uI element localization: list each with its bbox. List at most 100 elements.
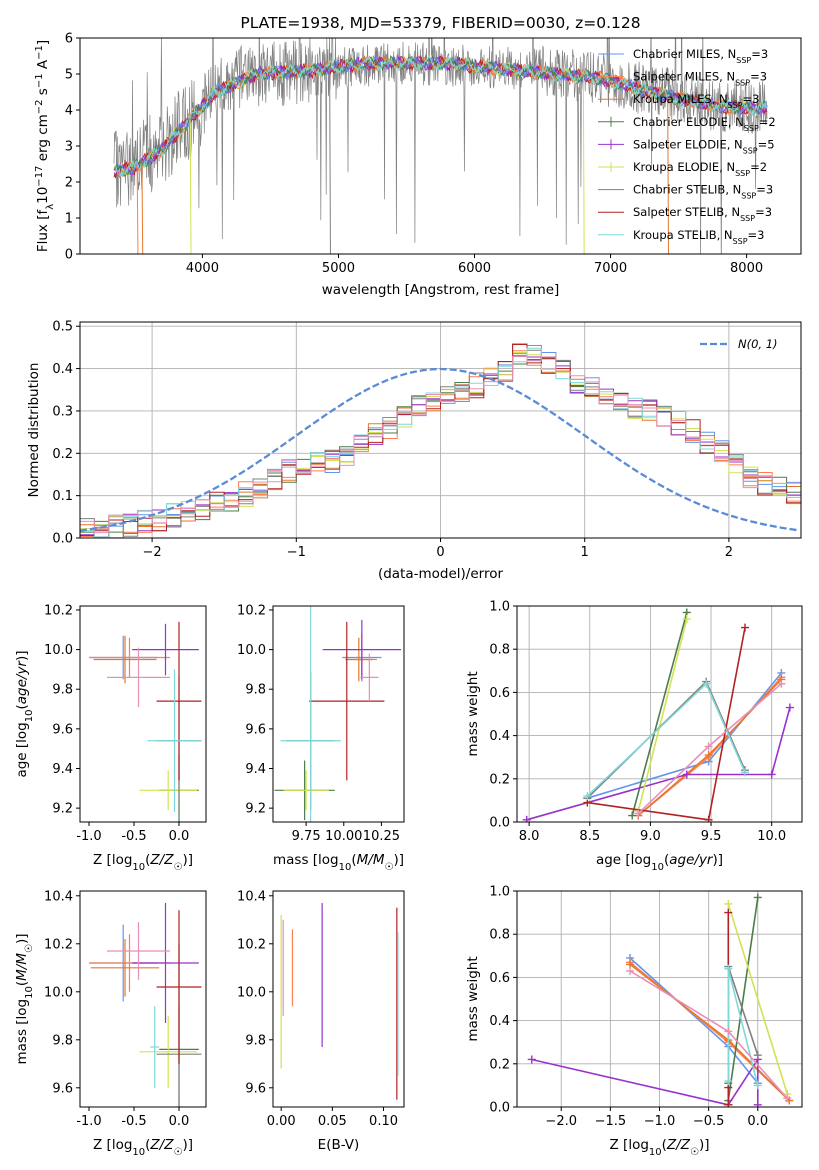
legend-label: Chabrier STELIB, NSSP=3 [633, 183, 773, 201]
histogram-step [80, 355, 801, 534]
legend-label: Chabrier MILES, NSSP=3 [633, 47, 768, 65]
axes-frame [516, 890, 803, 1108]
plus-marker [522, 815, 531, 822]
y-tick-label: 10.0 [237, 643, 266, 658]
spectrum-title: PLATE=1938, MJD=53379, FIBERID=0030, z=0… [240, 14, 640, 32]
spectrum-ylabel: Flux [fλ10−17 erg cm−2 s−1 A−1] [34, 40, 56, 252]
mass-weight-line [526, 707, 791, 821]
massweight-vs-metallicity-panel: −2.0 −1.5 −1.0 −0.5 0.0 0.0 0.2 0.4 0.6 0.8 1.0 Z [… [465, 885, 803, 1158]
mass-weight-line [631, 612, 688, 816]
spectrum-panel: 4000 5000 6000 7000 8000 0 1 2 3 4 5 6 PLATE=1938, M… [34, 14, 802, 298]
plus-marker [527, 1055, 536, 1064]
y-tick-label: 0.1 [52, 489, 73, 504]
x-tick-label: 1 [581, 545, 589, 560]
x-tick-label: −1.5 [595, 1114, 627, 1129]
spectrum-gap [329, 67, 331, 254]
legend-label: Chabrier ELODIE, NSSP=2 [633, 115, 776, 133]
legend-label: Kroupa MILES, NSSP=3 [633, 92, 759, 110]
y-tick-label: 9.6 [245, 1081, 266, 1096]
y-tick-label: 0.2 [489, 1057, 510, 1072]
axes-frame [272, 890, 405, 1108]
ylabel: mass weight [465, 956, 481, 1041]
plus-marker [704, 742, 713, 751]
spectrum-gap [141, 162, 144, 254]
x-tick-label: 8000 [730, 261, 763, 276]
y-tick-label: 0.5 [52, 320, 73, 335]
y-tick-label: 5 [65, 68, 73, 83]
massweight-vs-age-panel: 8.0 8.5 9.0 9.5 10.0 0.0 0.2 0.4 0.6 0.8 1.0 age [l… [465, 600, 803, 873]
y-tick-label: 9.8 [245, 683, 266, 698]
plus-marker [682, 770, 691, 779]
y-tick-label: 9.8 [245, 1033, 266, 1048]
x-tick-label: 9.0 [640, 829, 661, 844]
plot-area [89, 621, 202, 822]
y-tick-label: 9.8 [52, 683, 73, 698]
model-spectrum-chabrier-miles [113, 54, 768, 176]
y-tick-label: 0.2 [52, 447, 73, 462]
x-tick-label: −2.0 [545, 1114, 577, 1129]
plus-marker [724, 1027, 733, 1036]
xlabel: Z [log10(Z/Z☉)] [93, 852, 193, 873]
xlabel: Z [log10(Z/Z☉)] [610, 1137, 710, 1158]
legend-label: Kroupa STELIB, NSSP=3 [633, 228, 764, 246]
axes-frame [516, 605, 803, 823]
legend-label: Kroupa ELODIE, NSSP=2 [633, 160, 767, 178]
y-tick-label: 9.6 [52, 722, 73, 737]
y-tick-label: 9.4 [245, 762, 266, 777]
age-vs-metallicity-panel: -1.0 -0.5 0.0 9.2 9.4 9.6 9.8 10.0 10.2 Z [log10(… [14, 603, 207, 873]
y-tick-label: 10.2 [237, 603, 266, 618]
mass-vs-metallicity-panel: -1.0 -0.5 0.0 9.6 9.8 10.0 10.2 10.4 Z [log10(Z/… [14, 889, 207, 1158]
x-tick-label: 4000 [186, 261, 219, 276]
xlabel: mass [log10(M/M☉)] [273, 852, 404, 873]
x-tick-label: -0.5 [121, 1114, 146, 1129]
plus-marker [682, 614, 691, 623]
y-tick-label: 10.0 [237, 985, 266, 1000]
mass-weight-line [637, 683, 782, 814]
plus-marker [753, 1081, 762, 1090]
y-tick-label: 10.4 [44, 889, 73, 904]
y-tick-label: 0.6 [489, 686, 510, 701]
x-tick-label: -1.0 [76, 1114, 101, 1129]
spectrum-gap [189, 119, 192, 254]
y-tick-label: 9.2 [245, 802, 266, 817]
y-tick-label: 9.8 [52, 1033, 73, 1048]
xlabel: age [log10(age/yr)] [596, 852, 723, 873]
y-tick-label: 9.2 [52, 802, 73, 817]
y-tick-label: 9.6 [52, 1081, 73, 1096]
y-tick-label: 0.4 [52, 362, 73, 377]
y-tick-label: 0.3 [52, 404, 73, 419]
x-tick-label: -1.0 [76, 829, 101, 844]
model-spectrum-salpeter-stelib [113, 55, 768, 179]
mass-weight-line [637, 618, 688, 812]
mass-weight-line [727, 897, 759, 1101]
plot-area [89, 903, 202, 1107]
y-tick-label: 2 [65, 176, 73, 191]
y-tick-label: 1.0 [489, 600, 510, 615]
x-tick-label: 5000 [322, 261, 355, 276]
plot-area [527, 893, 794, 1107]
x-tick-label: 9.75 [292, 829, 321, 844]
x-tick-label: −1 [287, 545, 306, 560]
xlabel: Z [log10(Z/Z☉)] [93, 1137, 193, 1158]
plus-marker [704, 751, 713, 760]
x-tick-label: 2 [725, 545, 733, 560]
y-tick-label: 10.2 [44, 603, 73, 618]
mass-vs-ebv-panel: 0.00 0.05 0.10 9.6 9.8 10.0 10.2 10.4 E(B-V) [237, 889, 405, 1153]
y-tick-label: 0.8 [489, 643, 510, 658]
axes-frame [79, 605, 207, 823]
plot-area [280, 903, 399, 1100]
x-tick-label: −2 [143, 545, 162, 560]
y-tick-label: 0.2 [489, 772, 510, 787]
x-tick-label: 8.0 [519, 829, 540, 844]
age-vs-mass-panel: 9.75 10.00 10.25 9.2 9.4 9.6 9.8 10.0 10.2 mass [… [237, 603, 405, 873]
normal-curve [80, 367, 799, 532]
histogram-step [80, 352, 801, 530]
y-tick-label: 4 [65, 104, 73, 119]
plot-area [113, 38, 768, 254]
histogram-step [80, 350, 801, 538]
legend-label: Salpeter STELIB, NSSP=3 [633, 205, 772, 223]
plus-marker [724, 964, 733, 973]
plus-marker [785, 703, 794, 712]
x-tick-label: 0.05 [318, 1114, 347, 1129]
